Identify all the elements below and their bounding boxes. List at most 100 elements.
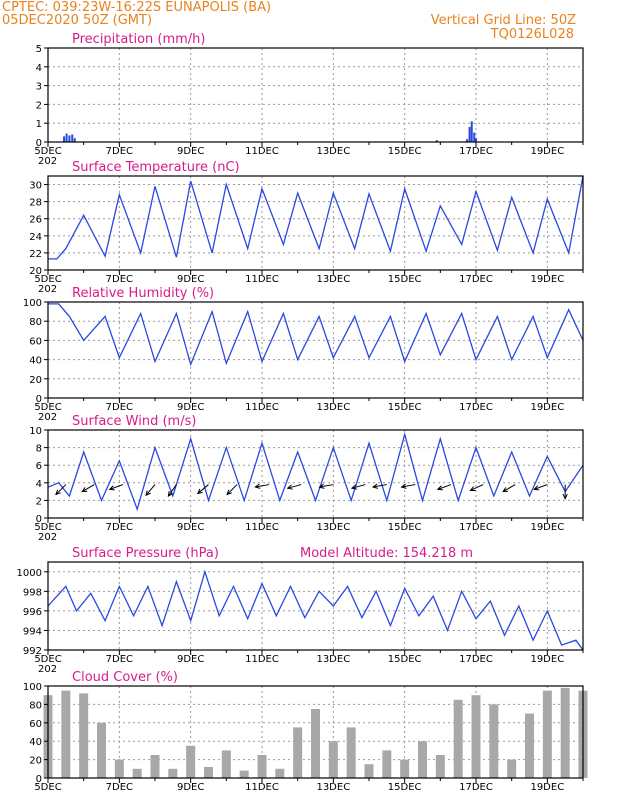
panel-4-wind-arrowhead [350,484,357,490]
panel-1-bar [65,133,68,142]
panel-1-xtick-label: 9DEC [177,146,204,157]
panel-3-frame [47,301,584,399]
panel-6-bar [61,690,71,778]
panel-1-xtick-label: 13DEC [316,146,350,157]
panel-6-title: Cloud Cover (%) [72,670,178,685]
panel-3-xtick-label: 5DEC [34,402,61,413]
panel-5-ytick-label: 1000 [17,568,42,579]
panel-4-wind-arrowhead [318,483,325,489]
panel-2-ytick-label: 26 [29,215,42,226]
panel-4-wind-vector [437,484,452,490]
panel-5-frame [47,561,584,651]
panel-4-wind-arrowhead [436,485,443,491]
panel-5-year-label: 202 [38,664,57,675]
panel-4-title: Surface Wind (m/s) [72,414,196,429]
panel-6-ytick-label: 0 [36,774,42,785]
panel-5-xtick-label: 9DEC [177,654,204,665]
panel-4-year-label: 202 [38,532,57,543]
panel-1-xtick-label: 19DEC [530,146,564,157]
panel-6-bar [168,768,178,778]
panel-4-frame [47,429,584,519]
panel-6-bar [346,727,356,778]
panel-6-bar [507,759,517,778]
panel-6-bar [275,768,285,778]
panel-1-bar [63,136,66,142]
panel-4-wind-vector [55,484,67,495]
panel-4-wind-arrowhead [81,487,88,493]
panel-5-ytick-label: 996 [23,607,42,618]
panel-6-bar [382,750,392,778]
panel-4-ytick-label: 0 [36,514,42,525]
panel-6-bar [400,759,410,778]
panel-5-series-line [47,569,584,651]
panel-3-series-line [48,303,584,367]
panel-1-title: Precipitation (mm/h) [72,32,205,47]
panel-1-ytick-label: 3 [36,82,42,93]
panel-3-ytick-label: 20 [29,375,42,386]
panel-4-ytick-label: 10 [29,426,42,437]
panel-2-xtick-label: 5DEC [34,274,61,285]
panel-6-bar [114,759,124,778]
panel-5-ytick-label: 994 [23,626,42,637]
panel-6-bar [453,699,463,778]
panel-2-title: Surface Temperature (nC) [72,160,240,175]
panel-4-wind-vector [287,484,302,489]
panel-4-xtick-label: 9DEC [177,522,204,533]
panel-6-bar [560,687,570,778]
panel-5-subtitle: Model Altitude: 154.218 m [300,546,473,561]
panel-6-xtick-label: 17DEC [459,782,493,793]
panel-4-xtick-label: 11DEC [245,522,279,533]
panel-1-xtick-label: 5DEC [34,146,61,157]
panel-6-ytick-label: 40 [29,737,42,748]
panel-1-bar [466,139,469,142]
panel-2-xtick-label: 13DEC [316,274,350,285]
panel-2-xtick-label: 17DEC [459,274,493,285]
panel-1-ytick-label: 0 [36,138,42,149]
panel-5-xtick-label: 15DEC [388,654,422,665]
panel-4-wind-arrowhead [145,490,151,497]
panel-4-wind-vector [319,484,334,488]
panel-3-ytick-label: 40 [29,356,42,367]
panel-4-wind-arrowhead [254,483,261,489]
panel-2-ytick-label: 20 [29,266,42,277]
panel-1-ytick-label: 2 [36,100,42,111]
panel-1-bar [468,126,471,142]
panel-4-wind-vector [351,484,366,489]
panel-1-xtick-label: 17DEC [459,146,493,157]
panel-4-xtick-label: 7DEC [106,522,133,533]
panel-6-bar [257,755,267,778]
panel-3-title: Relative Humidity (%) [72,286,214,301]
panel-3-ytick-label: 60 [29,336,42,347]
panel-4-wind-vector [145,484,156,496]
panel-6-bar [364,764,374,778]
panel-6-ytick-label: 80 [29,700,42,711]
panel-6-xtick-label: 9DEC [177,782,204,793]
panel-5-ytick-label: 998 [23,587,42,598]
panel-1-ytick-label: 1 [36,119,42,130]
panel-6-bar [418,741,427,778]
panel-4-wind-arrowhead [286,484,293,490]
panel-5-title: Surface Pressure (hPa) [72,546,219,561]
panel-6-bar [239,770,249,778]
panel-4-xtick-label: 15DEC [388,522,422,533]
panel-4-wind-vector [81,484,95,492]
panel-6-bar [204,766,213,778]
panel-4-xtick-label: 19DEC [530,522,564,533]
panel-4-wind-arrowhead [108,485,115,491]
panel-4-wind-vector [401,484,416,488]
panel-6-bar [79,693,89,778]
panel-6-bar [471,695,481,778]
panel-2-xtick-label: 9DEC [177,274,204,285]
panel-6-bar [150,755,160,778]
panel-4-wind-arrowhead [562,493,568,500]
panel-3-year-label: 202 [38,412,57,423]
panel-3-xtick-label: 13DEC [316,402,350,413]
panel-3-ytick-label: 0 [36,394,42,405]
panel-6-ytick-label: 100 [23,682,42,693]
panel-2-ytick-label: 28 [29,198,42,209]
panel-1-year-label: 202 [38,156,57,167]
panel-4-xtick-label: 17DEC [459,522,493,533]
panel-6-xtick-label: 13DEC [316,782,350,793]
panel-5-xtick-label: 19DEC [530,654,564,665]
panel-1-xtick-label: 7DEC [106,146,133,157]
